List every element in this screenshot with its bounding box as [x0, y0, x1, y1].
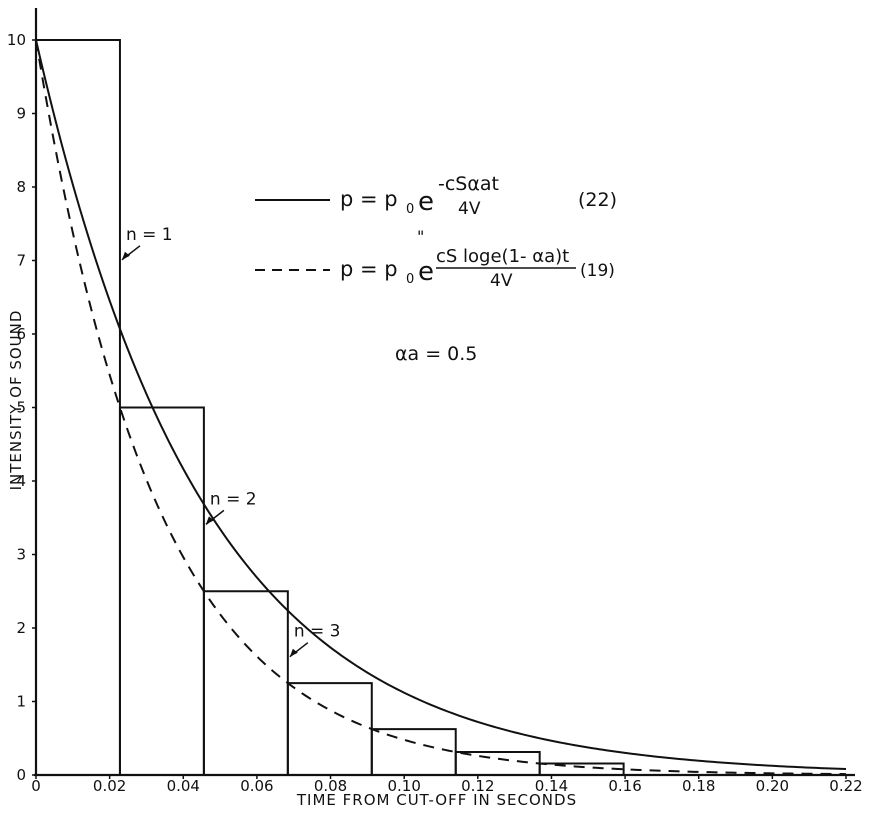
y-tick-label: 0	[16, 766, 26, 784]
x-tick-label: 0	[31, 777, 41, 795]
y-tick-label: 5	[16, 399, 26, 417]
x-tick-label: 0.12	[461, 777, 494, 795]
x-tick-label: 0.08	[314, 777, 347, 795]
step-label-arrowhead	[121, 251, 130, 260]
y-tick-label: 1	[16, 693, 26, 711]
x-tick-label: 0.04	[167, 777, 200, 795]
x-tick-label: 0.06	[240, 777, 273, 795]
x-tick-labels: 0 0.02 0.04 0.06 0.08 0.10 0.12 0.14 0.16 0.18 0.2…	[31, 775, 863, 795]
decay-curves	[35, 39, 847, 776]
x-tick-label: 0.16	[608, 777, 641, 795]
eq22-number: (22)	[578, 189, 617, 211]
x-tick-label: 0.20	[756, 777, 789, 795]
x-axis-title: TIME FROM CUT-OFF IN SECONDS	[296, 791, 577, 809]
legend-eq19: " p = p 0 e cS loge(1- αa)t 4V (19)	[255, 227, 615, 291]
x-tick-label: 0.02	[93, 777, 126, 795]
step-bar	[35, 39, 121, 775]
legend-eq22: p = p 0 e -cSαat 4V (22)	[255, 173, 617, 219]
step-bar	[370, 728, 457, 775]
x-tick-label: 0.18	[682, 777, 715, 795]
step-bar	[454, 751, 541, 775]
y-tick-label: 7	[16, 252, 26, 270]
eq19-number: (19)	[580, 261, 615, 281]
eq22-exp-num: -cSαat	[438, 173, 499, 195]
step-label: n = 1	[126, 225, 173, 245]
eq19-exp-den: 4V	[490, 271, 513, 291]
eq22-exp-den: 4V	[458, 199, 481, 219]
step-bar	[118, 406, 205, 775]
eq19-exp-num: cS loge(1- αa)t	[436, 246, 569, 267]
y-tick-label: 3	[16, 546, 26, 564]
step-label: n = 2	[210, 489, 257, 509]
eq22-e: e	[418, 187, 434, 217]
eq22-main: p = p	[340, 187, 398, 211]
y-tick-label: 9	[16, 105, 26, 123]
x-tick-label: 0.22	[829, 777, 862, 795]
step-label: n = 3	[294, 622, 341, 642]
eq19-sub: 0	[406, 272, 414, 287]
eq19-ditto: "	[417, 227, 424, 246]
y-tick-label: 4	[16, 472, 26, 490]
eq19-main: p = p	[340, 257, 398, 281]
step-label-arrowhead	[205, 516, 214, 525]
step-labels: n = 1 n = 2 n = 3	[121, 225, 341, 658]
curve-eq19-dashed	[35, 39, 847, 776]
y-axis-title: INTENSITY OF SOUND	[7, 310, 25, 491]
y-tick-label: 10	[7, 31, 26, 49]
alpha-annotation: αa = 0.5	[395, 343, 477, 365]
curve-eq22-solid	[35, 39, 847, 771]
eq22-sub: 0	[406, 202, 414, 217]
y-tick-label: 6	[16, 325, 26, 343]
y-tick-label: 2	[16, 619, 26, 637]
x-tick-label: 0.14	[535, 777, 568, 795]
x-tick-label: 0.10	[387, 777, 420, 795]
step-bar	[202, 590, 289, 775]
eq19-e: e	[418, 257, 434, 287]
step-label-arrowhead	[289, 648, 298, 657]
y-tick-label: 8	[16, 178, 26, 196]
step-bar	[538, 762, 625, 775]
step-bar	[286, 682, 373, 775]
step-bars	[35, 39, 625, 775]
